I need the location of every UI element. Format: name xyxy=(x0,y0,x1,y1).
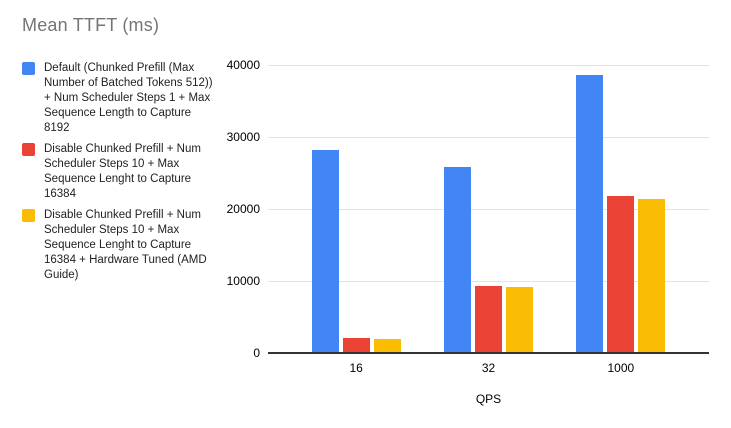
y-tick-label: 20000 xyxy=(226,202,260,216)
legend-swatch-blue-icon xyxy=(22,62,35,75)
bar xyxy=(342,338,370,354)
legend-label: Disable Chunked Prefill + Num Scheduler … xyxy=(44,209,207,281)
y-tick-label: 30000 xyxy=(226,130,260,144)
gridline xyxy=(268,65,709,66)
bar xyxy=(607,196,635,354)
y-tick-label: 10000 xyxy=(226,274,260,288)
bar xyxy=(505,287,533,354)
bar xyxy=(311,149,339,354)
legend-label: Disable Chunked Prefill + Num Scheduler … xyxy=(44,143,201,200)
bar xyxy=(638,199,666,354)
legend-item-default: Default (Chunked Prefill (Max Number of … xyxy=(22,61,218,136)
chart-legend: Default (Chunked Prefill (Max Number of … xyxy=(22,61,218,289)
legend-label: Default (Chunked Prefill (Max Number of … xyxy=(44,62,213,134)
y-tick-label: 40000 xyxy=(226,58,260,72)
legend-swatch-red-icon xyxy=(22,143,35,156)
x-tick-label: 16 xyxy=(349,361,363,375)
legend-item-hardware-tuned: Disable Chunked Prefill + Num Scheduler … xyxy=(22,208,218,283)
bar xyxy=(443,166,471,354)
x-tick-label: 1000 xyxy=(607,361,635,375)
x-tick-label: 32 xyxy=(481,361,496,375)
bar-group-32 xyxy=(422,66,554,354)
bar xyxy=(474,286,502,354)
gridline xyxy=(268,209,709,210)
y-tick-label: 0 xyxy=(253,346,260,360)
gridline xyxy=(268,137,709,138)
legend-swatch-yellow-icon xyxy=(22,209,35,222)
x-axis-title: QPS xyxy=(475,392,502,406)
plot-area: 0 10000 20000 30000 40000 xyxy=(227,58,709,360)
x-axis-line xyxy=(268,352,709,354)
gridline xyxy=(268,281,709,282)
legend-item-disable-chunked-prefill: Disable Chunked Prefill + Num Scheduler … xyxy=(22,142,218,202)
x-axis-category-labels: 16 32 1000 xyxy=(268,361,709,375)
bar xyxy=(576,74,604,354)
bars-row xyxy=(268,66,709,354)
bar-group-1000 xyxy=(555,66,687,354)
bar-group-16 xyxy=(290,66,422,354)
chart-title: Mean TTFT (ms) xyxy=(22,15,160,35)
bar xyxy=(373,338,401,354)
